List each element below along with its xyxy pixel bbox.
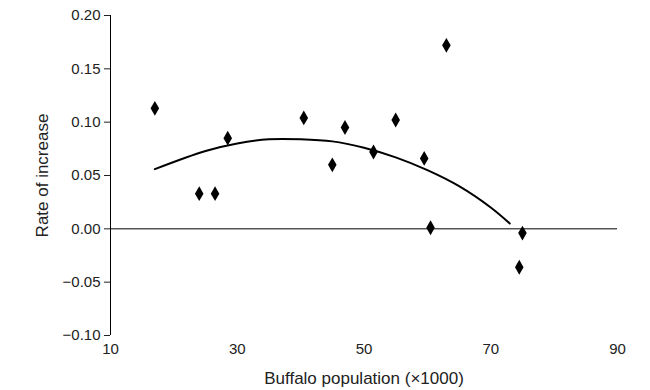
svg-text:Rate of increase: Rate of increase [33,114,52,238]
svg-text:0.05: 0.05 [71,166,100,183]
svg-text:0.10: 0.10 [71,113,100,130]
svg-text:0.15: 0.15 [71,60,100,77]
svg-text:30: 30 [229,340,246,357]
svg-text:0.00: 0.00 [71,220,100,237]
svg-text:−0.10: −0.10 [63,326,101,343]
svg-text:90: 90 [609,340,626,357]
svg-text:Buffalo population (×1000): Buffalo population (×1000) [264,369,464,388]
svg-text:70: 70 [482,340,499,357]
svg-text:0.20: 0.20 [71,6,100,23]
svg-text:−0.05: −0.05 [63,273,101,290]
svg-text:10: 10 [102,340,119,357]
svg-text:50: 50 [356,340,373,357]
